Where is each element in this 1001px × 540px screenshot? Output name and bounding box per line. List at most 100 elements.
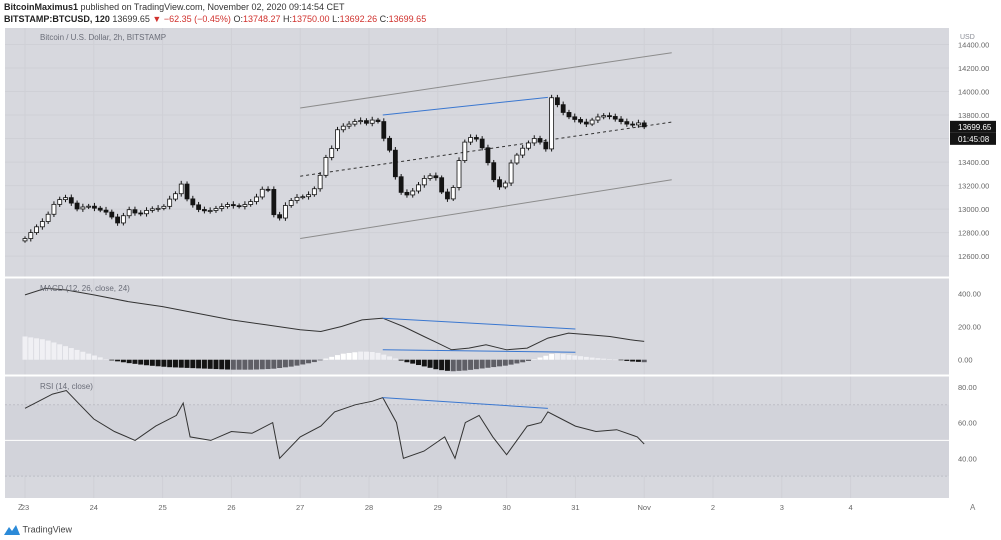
macd-histogram-bar [68, 348, 74, 360]
candle-body [167, 198, 173, 207]
publish-info: published on TradingView.com, November 0… [80, 2, 345, 12]
price-axis[interactable] [949, 28, 996, 498]
candle-body [201, 209, 207, 212]
price-tick-label: 12800.00 [958, 229, 989, 238]
candle-body [369, 119, 375, 124]
channel-lower-line [300, 179, 672, 240]
macd-histogram-bar [635, 359, 641, 362]
candle-body [381, 121, 387, 139]
candle-body [196, 204, 202, 210]
macd-histogram-bar [167, 359, 173, 368]
macd-histogram-bar [444, 359, 450, 371]
candle-body [392, 149, 398, 178]
author-name[interactable]: BitcoinMaximus1 [4, 2, 79, 12]
time-tick-label: 29 [434, 503, 442, 512]
candle-body [317, 174, 323, 190]
high-value: 13750.00 [292, 14, 330, 24]
zoom-icon[interactable]: Z [18, 503, 23, 512]
macd-histogram-bar [520, 359, 526, 363]
macd-histogram-bar [57, 344, 63, 360]
macd-histogram-bar [549, 354, 555, 360]
pane-separators[interactable] [5, 276, 996, 377]
candle-body [479, 138, 485, 149]
price-tick-label: 14200.00 [958, 64, 989, 73]
macd-histogram-bar [184, 359, 190, 368]
macd-histogram-bar [630, 359, 636, 362]
candle-body [126, 209, 132, 217]
close-label: C: [379, 14, 389, 24]
candle-body [549, 97, 555, 150]
macd-histogram-bar [126, 359, 132, 364]
candle-body [526, 142, 531, 149]
footer: TradingView [4, 521, 72, 537]
macd-histogram-bar [392, 358, 398, 360]
candle-body [595, 116, 601, 121]
candle-body [572, 116, 578, 120]
candle-body [601, 115, 607, 118]
candle-body [28, 232, 34, 239]
candle-body [554, 97, 560, 106]
time-axis[interactable] [5, 498, 996, 516]
rsi-legend[interactable]: RSI (14, close) [40, 382, 93, 391]
ohlc-line: BITSTAMP:BTCUSD, 120 13699.65 ▼ −62.35 (… [4, 13, 426, 26]
candle-body [120, 215, 126, 224]
macd-histogram-bar [589, 357, 595, 360]
macd-tick-label: 200.00 [958, 323, 981, 332]
macd-histogram-bar [485, 359, 491, 368]
time-tick-label: 3 [780, 503, 784, 512]
macd-histogram-bar [583, 356, 589, 360]
macd-histogram-bar [288, 359, 294, 367]
macd-histogram-bar [230, 359, 236, 370]
macd-histogram-bar [439, 359, 445, 371]
auto-scale-icon[interactable]: A [970, 503, 976, 512]
macd-histogram-bar [97, 357, 103, 360]
macd-histogram-bar [225, 359, 231, 370]
macd-histogram-bar [462, 359, 468, 371]
macd-histogram-bar [410, 359, 416, 364]
macd-histogram-bar [329, 356, 335, 360]
candle-body [352, 121, 358, 125]
candle-body [115, 216, 120, 224]
macd-histogram-bar [172, 359, 178, 368]
chart-header: BitcoinMaximus1 published on TradingView… [0, 0, 1001, 28]
macd-histogram-bar [207, 359, 213, 369]
rsi-pane [5, 389, 949, 477]
candle-body [92, 205, 97, 209]
price-pane [22, 52, 672, 243]
macd-histogram-bar [641, 359, 647, 363]
candle-body [566, 112, 572, 118]
macd-histogram-bar [34, 338, 40, 360]
close-value: 13699.65 [388, 14, 427, 24]
candle-body [39, 221, 45, 228]
candle-body [439, 177, 445, 193]
price-tick-label: 13200.00 [958, 182, 989, 191]
candle-body [450, 187, 456, 200]
main-legend[interactable]: Bitcoin / U.S. Dollar, 2h, BITSTAMP [40, 33, 166, 42]
candle-body [213, 208, 219, 211]
rsi-tick-label: 40.00 [958, 454, 977, 463]
macd-histogram-bar [346, 352, 352, 360]
macd-histogram-bar [91, 355, 97, 360]
candle-body [358, 120, 364, 123]
macd-legend[interactable]: MACD (12, 26, close, 24) [40, 284, 130, 293]
brand-name[interactable]: TradingView [22, 524, 73, 535]
macd-histogram-bar [144, 359, 150, 366]
time-tick-label: 28 [365, 503, 373, 512]
candle-body [144, 210, 149, 215]
macd-histogram-bar [51, 342, 57, 360]
macd-histogram-bar [473, 359, 479, 370]
macd-histogram-bar [317, 359, 323, 361]
low-label: L: [332, 14, 340, 24]
candle-body [364, 120, 369, 124]
candle-body [375, 119, 381, 122]
candle-body [485, 147, 491, 164]
time-tick-label: 31 [571, 503, 579, 512]
candle-body [514, 154, 520, 164]
candle-body [630, 123, 636, 126]
tradingview-logo-icon[interactable] [4, 524, 20, 535]
candle-body [103, 209, 109, 213]
candle-body [618, 118, 624, 123]
time-tick-label: Nov [638, 503, 652, 512]
macd-histogram-bar [404, 359, 410, 363]
